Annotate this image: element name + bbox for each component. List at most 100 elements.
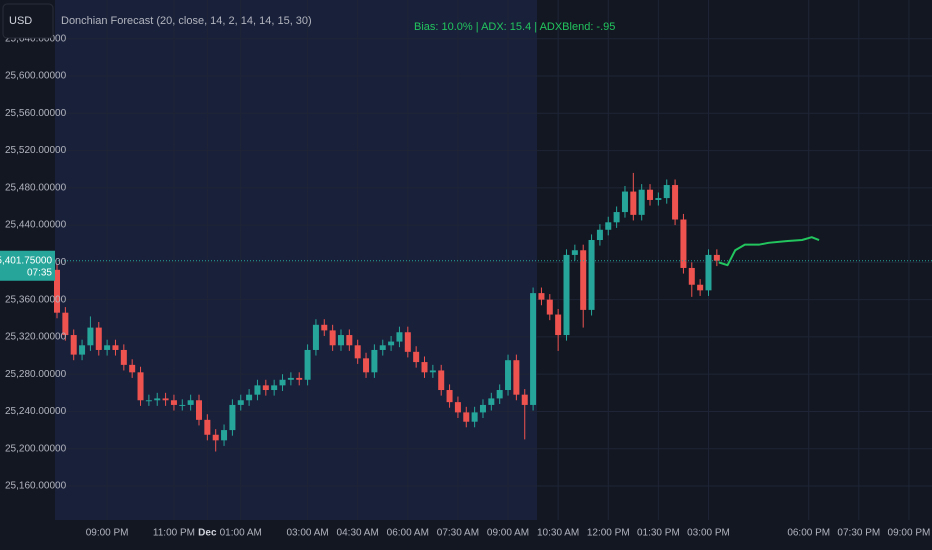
candle-body	[212, 434, 219, 441]
x-tick-label: 01:00 AM	[220, 528, 262, 539]
candle-body	[555, 314, 562, 336]
y-tick-label: 25,520.00000	[5, 145, 67, 156]
candle-body	[195, 400, 202, 420]
y-tick-label: 25,240.00000	[5, 406, 67, 417]
candle-body	[429, 370, 436, 373]
y-tick-label: 25,320.00000	[5, 332, 67, 343]
candle-body	[112, 345, 119, 350]
x-tick-label: 12:00 PM	[587, 528, 630, 539]
candle-body	[613, 212, 620, 223]
candle-body	[304, 349, 311, 380]
candle-body	[70, 335, 77, 355]
candle-body	[237, 400, 244, 405]
currency-label[interactable]: USD	[9, 15, 32, 27]
candle-body	[438, 370, 445, 391]
axes: 25,160.00000 25,200.00000 25,240.00000 25,2…	[0, 33, 930, 539]
x-tick-label: 10:30 AM	[537, 528, 579, 539]
candle-body	[187, 400, 194, 405]
candle-body	[246, 394, 253, 401]
candle-body	[379, 345, 386, 350]
candle-body	[137, 372, 144, 401]
y-tick-label: 25,480.00000	[5, 182, 67, 193]
candle-body	[79, 345, 86, 355]
candle-body	[363, 358, 370, 373]
x-tick-label: 11:00 PM	[153, 528, 195, 539]
last-price-label: 25,401.75000	[0, 255, 52, 266]
candle-body	[337, 335, 344, 346]
candle-body	[647, 189, 654, 200]
candle-body	[354, 345, 361, 359]
candle-body	[663, 185, 670, 199]
candle-body	[672, 185, 679, 220]
x-tick-label: 06:00 PM	[787, 528, 830, 539]
candle-body	[655, 198, 662, 200]
x-tick-label: 04:30 AM	[337, 528, 379, 539]
candle-body	[62, 312, 69, 336]
candle-body	[563, 254, 570, 336]
candle-body	[221, 430, 228, 441]
indicator-stats: Bias: 10.0% | ADX: 15.4 | ADXBlend: -.95	[414, 21, 615, 33]
candle-body	[95, 327, 102, 350]
candle-body	[596, 229, 603, 241]
candle-body	[546, 299, 553, 315]
x-tick-label: 01:30 PM	[637, 528, 680, 539]
candle-body	[705, 254, 712, 291]
candle-body	[605, 222, 612, 230]
y-tick-label: 25,440.00000	[5, 220, 67, 231]
candle-body	[680, 219, 687, 268]
candle-body	[454, 402, 461, 413]
x-tick-label: 07:30 PM	[837, 528, 880, 539]
y-tick-label: 25,200.00000	[5, 443, 67, 454]
x-tick-label: Dec	[198, 528, 217, 539]
candle-body	[446, 390, 453, 403]
candle-body	[404, 332, 411, 352]
x-tick-label: 06:00 AM	[387, 528, 429, 539]
y-tick-label: 25,560.00000	[5, 108, 67, 119]
candle-body	[204, 419, 211, 435]
x-tick-label: 09:00 AM	[487, 528, 529, 539]
candle-body	[471, 412, 478, 422]
candle-body	[229, 404, 236, 431]
y-tick-label: 25,160.00000	[5, 481, 67, 492]
candle-body	[638, 189, 645, 215]
y-tick-label: 25,640.00000	[5, 33, 67, 44]
countdown-label: 07:35	[27, 267, 52, 278]
candle-body	[421, 362, 428, 373]
candle-body	[129, 364, 136, 373]
candle-body	[538, 293, 545, 300]
candle-body	[371, 349, 378, 373]
candle-body	[713, 254, 720, 261]
candle-body	[179, 404, 186, 406]
currency-button[interactable]	[2, 3, 54, 39]
candle-body	[279, 379, 286, 386]
candle-body	[145, 400, 152, 402]
x-tick-label: 09:00 PM	[86, 528, 129, 539]
last-price-box	[0, 250, 55, 281]
session-highlight	[55, 0, 537, 520]
candle-body	[571, 250, 578, 255]
candle-body	[287, 377, 294, 380]
candle-body	[580, 250, 587, 310]
candle-body	[697, 284, 704, 291]
x-tick-label: 07:30 AM	[437, 528, 479, 539]
candle-body	[104, 345, 111, 350]
candle-body	[396, 332, 403, 342]
candle-body	[154, 398, 161, 401]
y-tick-label: 25,280.00000	[5, 369, 67, 380]
candle-body	[463, 412, 470, 422]
candle-body	[346, 335, 353, 346]
y-tick-label: 25,360.00000	[5, 294, 67, 305]
candle-body	[630, 191, 637, 215]
candle-body	[496, 390, 503, 399]
candle-body	[505, 360, 512, 391]
candle-body	[521, 394, 528, 405]
plot	[54, 172, 932, 452]
candle-body	[120, 349, 127, 365]
indicator-title[interactable]: Donchian Forecast (20, close, 14, 2, 14,…	[61, 15, 312, 27]
candle-body	[87, 327, 94, 346]
candle-body	[479, 404, 486, 413]
y-tick-label: 25,600.00000	[5, 71, 67, 82]
candle-body	[621, 191, 628, 213]
